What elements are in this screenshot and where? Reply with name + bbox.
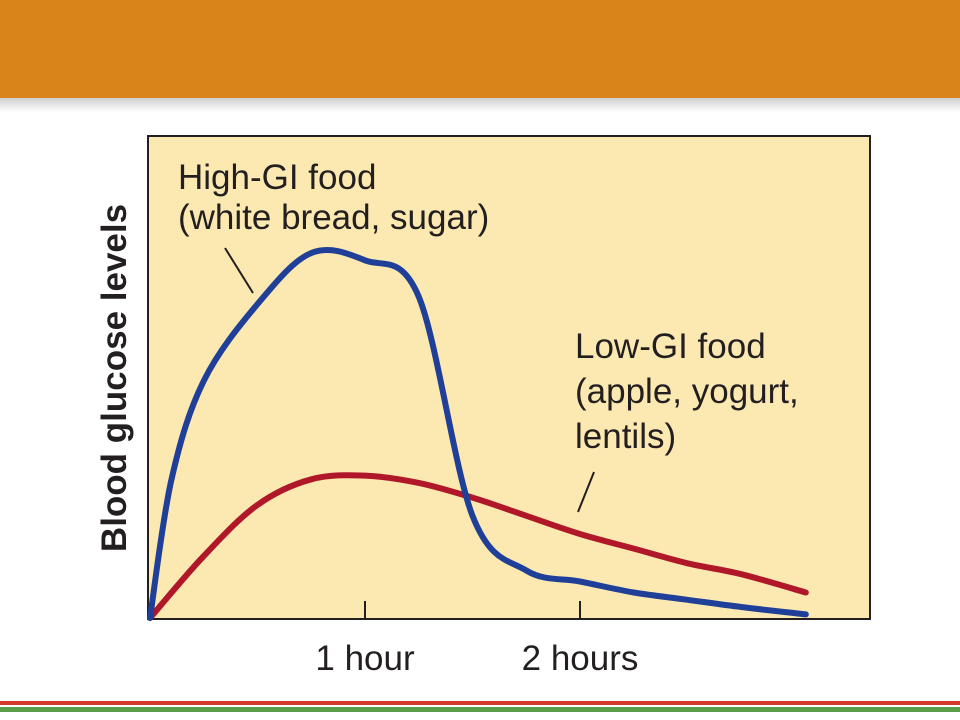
low-gi-line [147, 472, 809, 621]
banner-shadow [0, 98, 960, 112]
high-gi-label: High-GI food (white bread, sugar) [178, 158, 489, 237]
low-gi-label-leader [577, 471, 595, 513]
x-tick-label-2: 2 hours [522, 639, 639, 678]
high-gi-label-leader [224, 247, 254, 294]
footer-stripe-red [0, 701, 960, 705]
y-axis-label: Blood glucose levels [95, 204, 134, 552]
high-gi-line [147, 247, 809, 621]
plot-area [147, 135, 871, 620]
title-banner [0, 0, 960, 98]
x-tick-label-1: 1 hour [315, 639, 415, 678]
footer-stripe-green [0, 707, 960, 712]
low-gi-label: Low-GI food (apple, yogurt, lentils) [575, 327, 799, 456]
